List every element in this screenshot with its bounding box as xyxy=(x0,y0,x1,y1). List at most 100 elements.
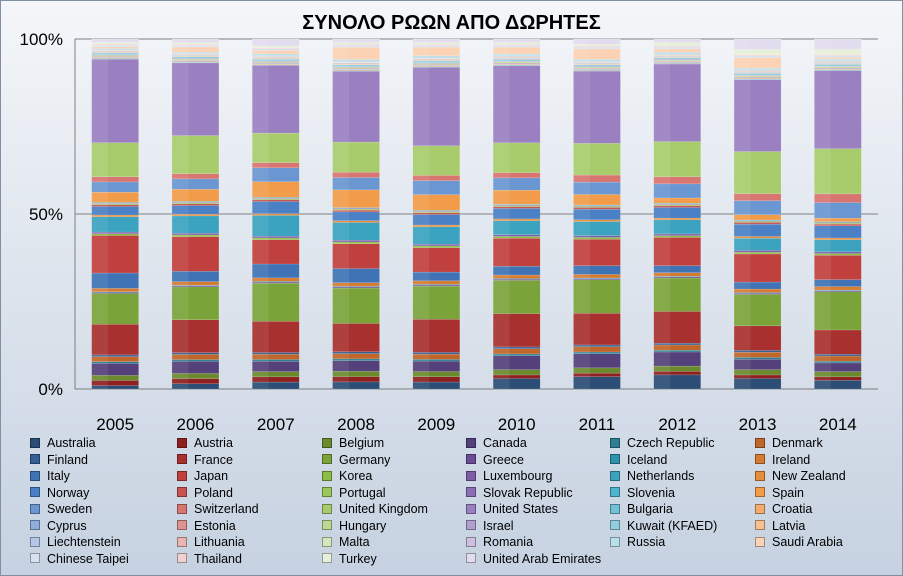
x-tick-label: 2007 xyxy=(257,415,295,434)
bar-stack-2014 xyxy=(814,38,862,390)
bar-stack-2009 xyxy=(412,38,461,390)
legend-item: Hungary xyxy=(322,518,386,534)
bar-stack-2013 xyxy=(733,38,782,390)
legend-swatch xyxy=(755,536,765,547)
legend-item: New Zealand xyxy=(755,468,846,484)
bar-segment xyxy=(492,280,541,314)
bar-segment xyxy=(412,319,461,353)
bar-segment xyxy=(733,151,782,194)
legend-label: Belgium xyxy=(339,436,385,450)
bar-segment xyxy=(733,294,782,327)
bar-segment xyxy=(573,61,621,63)
bar-segment xyxy=(412,55,461,58)
legend-item: Luxembourg xyxy=(466,468,553,484)
x-tick-label: 2010 xyxy=(498,415,536,434)
bar-highlight xyxy=(171,39,189,389)
bar-segment xyxy=(573,70,621,72)
x-tick-label: 2011 xyxy=(579,415,616,434)
legend-item: France xyxy=(177,452,233,468)
bar-segment xyxy=(252,239,300,265)
legend-label: Russia xyxy=(627,535,666,549)
bar-segment xyxy=(171,62,220,136)
bar-segment xyxy=(573,274,621,279)
bar-segment xyxy=(91,58,139,143)
bar-segment xyxy=(252,56,300,58)
x-tick-label: 2012 xyxy=(658,415,696,434)
legend-swatch xyxy=(30,470,40,481)
legend-item: United States xyxy=(466,501,558,517)
legend-label: United Arab Emirates xyxy=(483,551,602,566)
bar-stack-2006 xyxy=(171,38,220,390)
legend-item: Slovak Republic xyxy=(466,485,573,501)
legend-swatch xyxy=(30,487,40,498)
legend-swatch xyxy=(322,454,332,465)
legend-swatch xyxy=(30,503,40,514)
legend-item: Switzerland xyxy=(177,501,259,517)
bar-segment xyxy=(412,285,461,320)
bar-segment xyxy=(653,235,701,238)
legend-swatch xyxy=(610,536,620,547)
bar-segment xyxy=(733,76,782,78)
legend-swatch xyxy=(177,503,187,514)
x-tick-label: 2013 xyxy=(739,415,777,434)
bar-segment xyxy=(492,142,541,173)
legend-label: Iceland xyxy=(627,452,668,467)
bar-segment xyxy=(733,79,782,152)
bar-segment xyxy=(814,291,862,331)
bar-segment xyxy=(573,221,621,236)
bar-segment xyxy=(653,141,701,178)
bar-highlight xyxy=(653,39,671,389)
bar-segment xyxy=(492,38,541,43)
legend-swatch xyxy=(322,553,332,564)
legend-swatch xyxy=(466,470,476,481)
bar-segment xyxy=(91,38,139,43)
legend-label: New Zealand xyxy=(772,469,846,483)
bar-segment xyxy=(332,287,380,324)
bar-segment xyxy=(171,38,220,43)
legend-label: Israel xyxy=(483,518,514,533)
y-tick-label: 0% xyxy=(38,380,63,399)
bar-segment xyxy=(733,71,782,73)
legend-item: Japan xyxy=(177,468,228,484)
legend-label: Cyprus xyxy=(47,518,87,533)
legend-label: Sweden xyxy=(47,502,93,516)
bar-segment xyxy=(412,359,461,362)
legend-label: Estonia xyxy=(194,518,236,533)
bar-segment xyxy=(573,279,621,314)
legend-label: Liechtenstein xyxy=(47,535,121,549)
legend-label: Bulgaria xyxy=(627,502,673,516)
legend-swatch xyxy=(466,553,476,564)
legend-swatch xyxy=(755,437,765,448)
bar-segment xyxy=(653,59,701,62)
bar-segment xyxy=(573,38,621,45)
bar-segment xyxy=(252,282,300,322)
bar-segment xyxy=(573,239,621,266)
legend-item: Austria xyxy=(177,435,233,451)
bar-segment xyxy=(332,208,380,210)
bar-segment xyxy=(814,70,862,149)
legend-item: Slovenia xyxy=(610,485,675,501)
bar-segment xyxy=(573,209,621,221)
legend-label: United Kingdom xyxy=(339,502,428,516)
legend-label: Canada xyxy=(483,436,527,450)
legend-label: Czech Republic xyxy=(627,436,715,450)
bar-segment xyxy=(814,255,862,280)
bar-highlight xyxy=(332,39,349,389)
bar-stack-2011 xyxy=(573,38,621,390)
x-tick-label: 2014 xyxy=(819,415,857,434)
legend-swatch xyxy=(177,553,187,564)
bar-segment xyxy=(412,376,461,383)
bar-segment xyxy=(653,63,701,142)
legend-item: Korea xyxy=(322,468,372,484)
bar-segment xyxy=(252,132,300,163)
legend-item: Israel xyxy=(466,518,514,534)
legend-swatch xyxy=(610,520,620,531)
bar-segment xyxy=(171,135,220,174)
legend-item: Ireland xyxy=(755,452,810,468)
legend-item: Australia xyxy=(30,435,96,451)
legend-swatch xyxy=(466,454,476,465)
legend-item: Czech Republic xyxy=(610,435,715,451)
legend-label: Switzerland xyxy=(194,502,259,516)
legend-label: Luxembourg xyxy=(483,469,553,483)
bar-segment xyxy=(573,143,621,176)
